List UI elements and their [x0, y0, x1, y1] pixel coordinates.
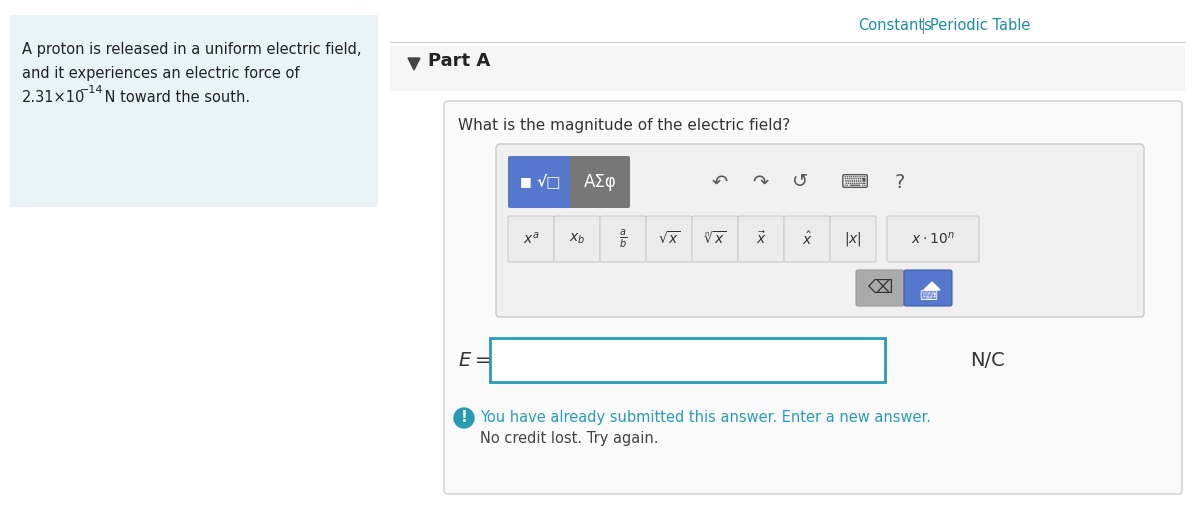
Text: $\sqrt{x}$: $\sqrt{x}$ — [658, 231, 680, 247]
Text: ⌫: ⌫ — [868, 279, 893, 297]
Text: AΣφ: AΣφ — [583, 173, 617, 191]
Text: |: | — [920, 18, 925, 34]
FancyBboxPatch shape — [496, 144, 1144, 317]
Text: A proton is released in a uniform electric field,: A proton is released in a uniform electr… — [22, 42, 361, 57]
FancyBboxPatch shape — [390, 46, 1186, 91]
Text: ⌨: ⌨ — [919, 289, 937, 303]
Circle shape — [454, 408, 474, 428]
Text: 2.31×10: 2.31×10 — [22, 90, 85, 105]
FancyBboxPatch shape — [830, 216, 876, 262]
Text: $|x|$: $|x|$ — [844, 230, 862, 248]
FancyBboxPatch shape — [508, 216, 554, 262]
Text: Periodic Table: Periodic Table — [930, 18, 1031, 33]
FancyBboxPatch shape — [554, 216, 600, 262]
Text: and it experiences an electric force of: and it experiences an electric force of — [22, 66, 300, 81]
Text: N toward the south.: N toward the south. — [100, 90, 250, 105]
FancyBboxPatch shape — [570, 156, 630, 208]
Polygon shape — [924, 282, 940, 290]
Text: What is the magnitude of the electric field?: What is the magnitude of the electric fi… — [458, 118, 791, 133]
Text: ↷: ↷ — [752, 172, 768, 192]
FancyBboxPatch shape — [508, 156, 572, 208]
Text: Part A: Part A — [428, 52, 491, 70]
Text: $x_b$: $x_b$ — [569, 232, 586, 246]
Text: $\hat{x}$: $\hat{x}$ — [802, 230, 812, 247]
Polygon shape — [408, 58, 420, 70]
Text: $E =$: $E =$ — [458, 350, 491, 370]
FancyBboxPatch shape — [856, 270, 904, 306]
FancyBboxPatch shape — [887, 216, 979, 262]
FancyBboxPatch shape — [738, 216, 784, 262]
Text: N/C: N/C — [970, 350, 1004, 370]
Text: √□: √□ — [536, 174, 560, 190]
FancyBboxPatch shape — [600, 216, 646, 262]
Text: Constants: Constants — [858, 18, 932, 33]
FancyBboxPatch shape — [646, 216, 692, 262]
FancyBboxPatch shape — [444, 101, 1182, 494]
Text: ■: ■ — [520, 175, 532, 189]
Text: $\vec{x}$: $\vec{x}$ — [756, 231, 767, 247]
FancyBboxPatch shape — [692, 216, 738, 262]
Text: $x^a$: $x^a$ — [523, 231, 539, 247]
FancyBboxPatch shape — [784, 216, 830, 262]
Text: $x \cdot 10^n$: $x \cdot 10^n$ — [911, 231, 955, 247]
Text: ↶: ↶ — [712, 172, 728, 192]
Text: $\sqrt[n]{x}$: $\sqrt[n]{x}$ — [703, 231, 726, 247]
FancyBboxPatch shape — [904, 270, 952, 306]
FancyBboxPatch shape — [490, 338, 886, 382]
Text: $\frac{a}{b}$: $\frac{a}{b}$ — [619, 228, 628, 250]
Text: ⌨: ⌨ — [841, 172, 869, 192]
Text: −14: −14 — [80, 85, 103, 95]
Text: !: ! — [461, 411, 468, 425]
Text: ?: ? — [895, 172, 905, 192]
FancyBboxPatch shape — [10, 15, 378, 207]
Text: You have already submitted this answer. Enter a new answer.: You have already submitted this answer. … — [480, 410, 931, 425]
Text: ↺: ↺ — [792, 172, 808, 192]
Text: No credit lost. Try again.: No credit lost. Try again. — [480, 431, 659, 446]
